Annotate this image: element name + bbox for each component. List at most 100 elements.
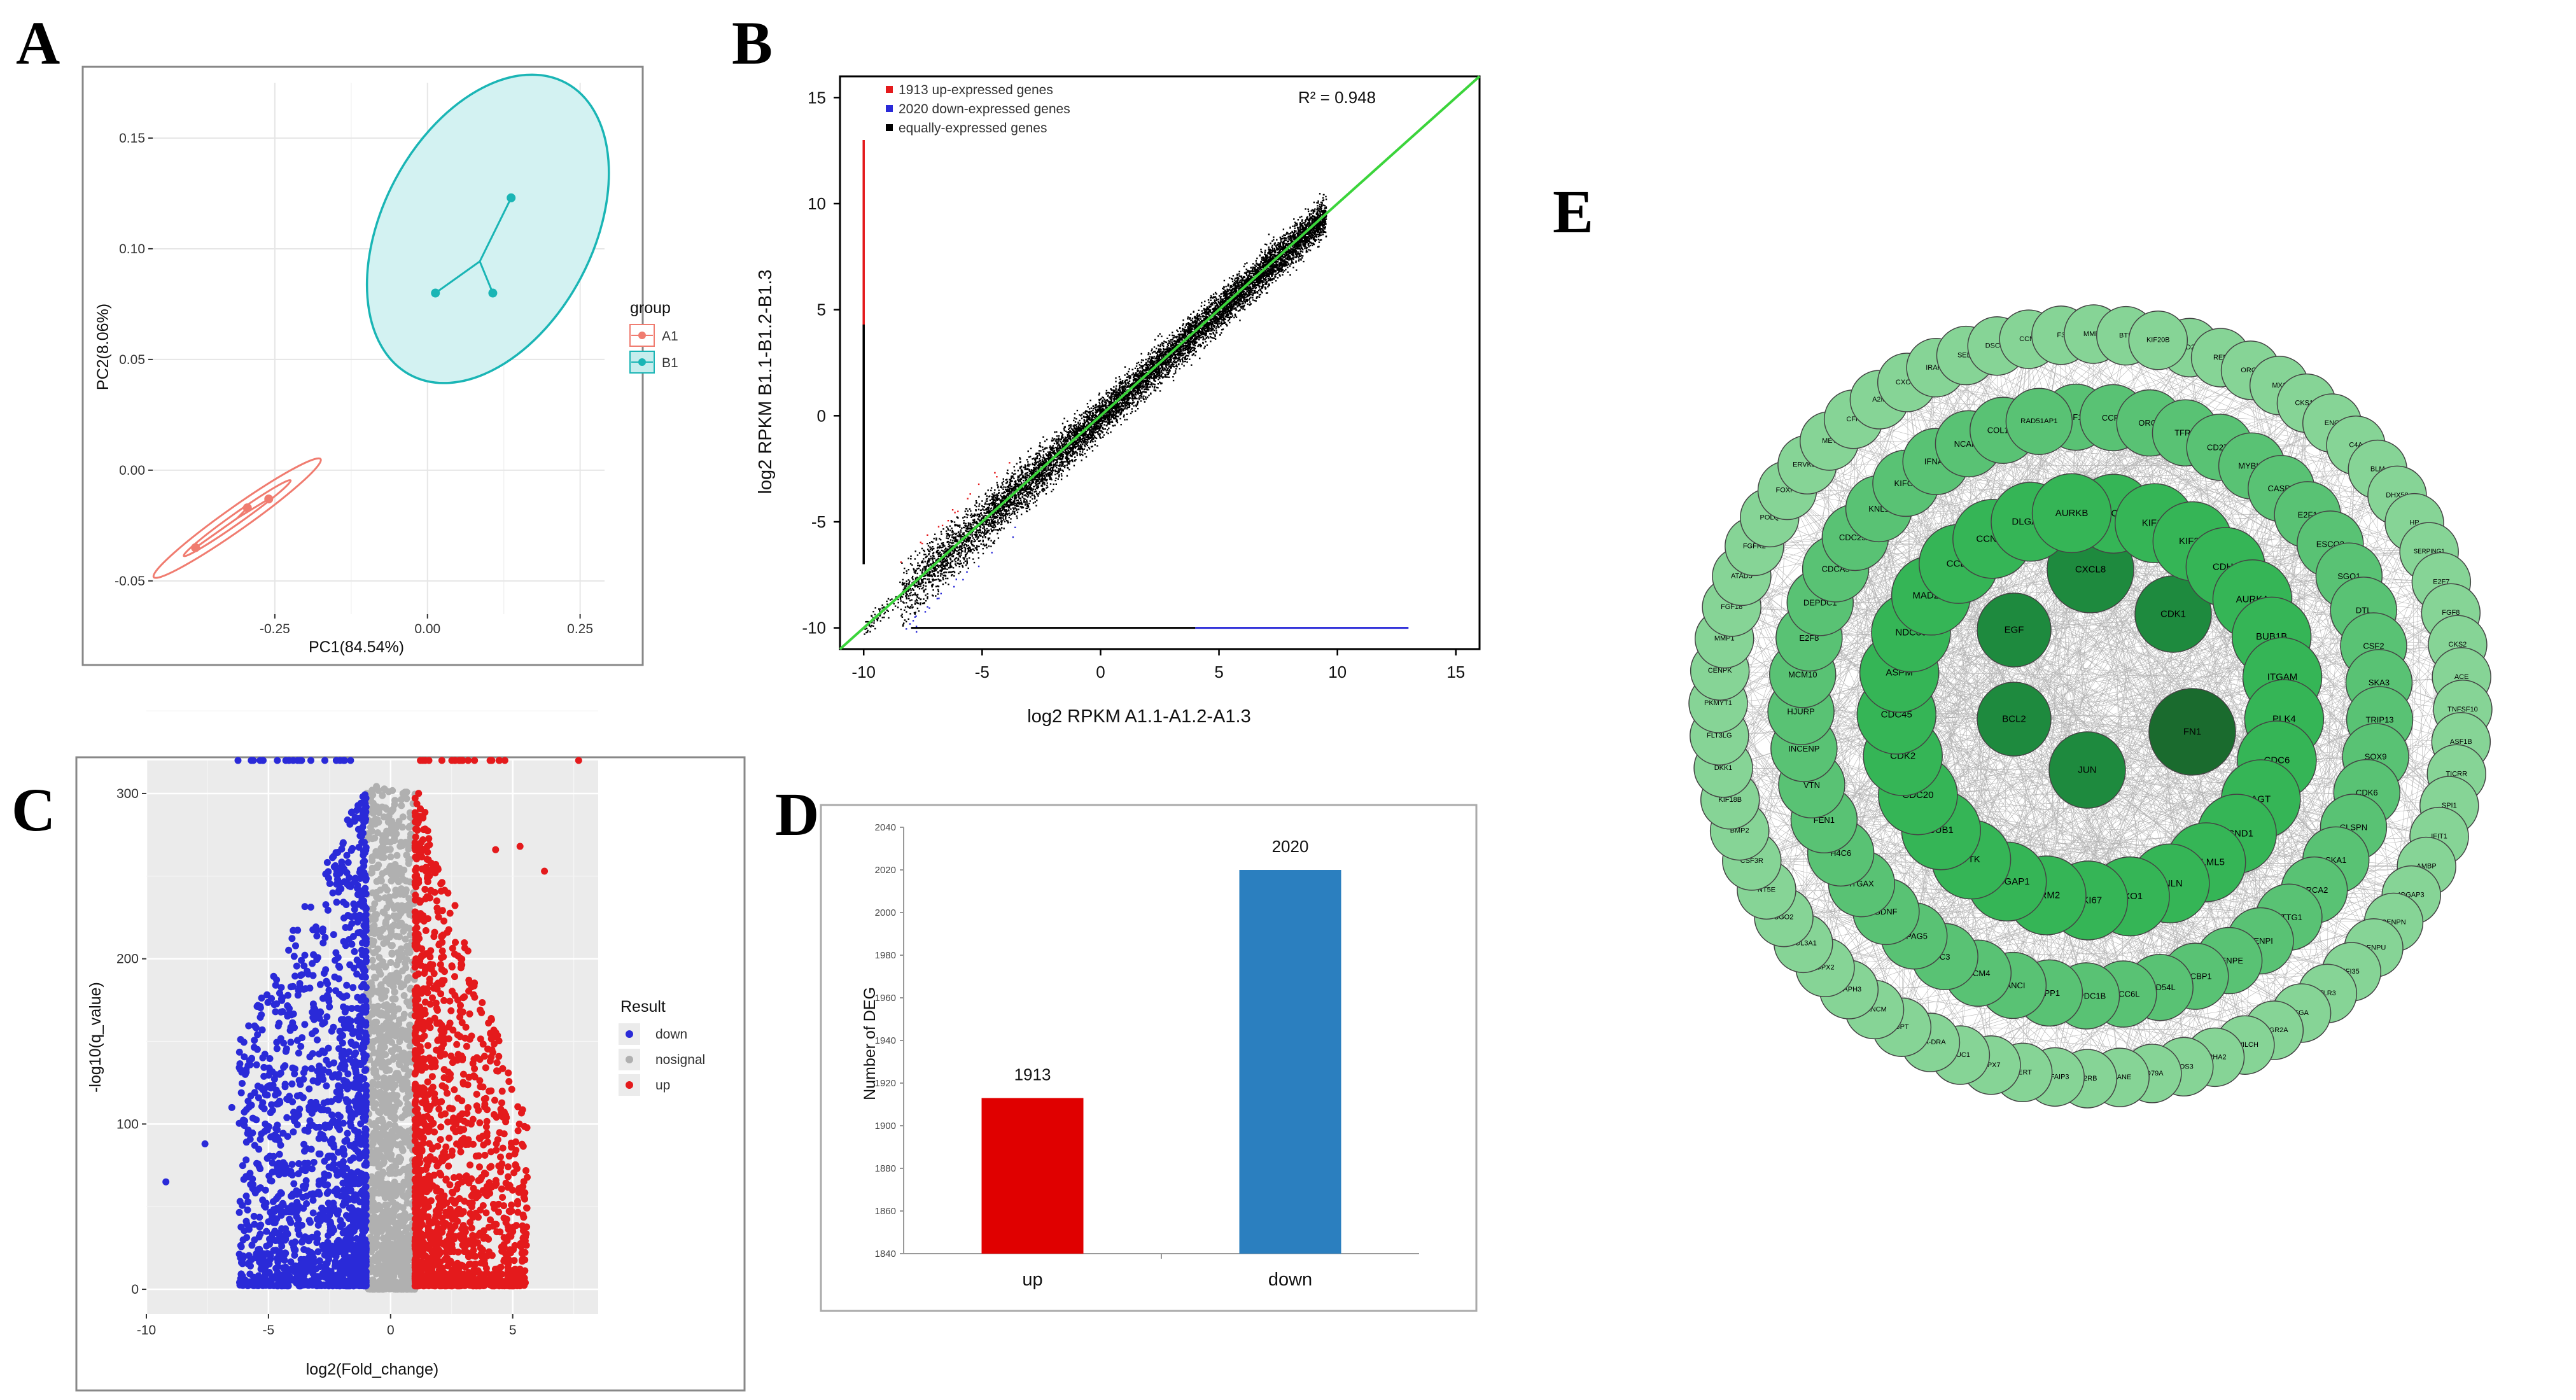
y-tick-label: 1900 xyxy=(875,1121,896,1131)
y-tick-label: 1860 xyxy=(875,1206,896,1217)
node-label: CENPK xyxy=(1708,667,1733,675)
down-points xyxy=(162,757,370,1290)
ellipse-a1-inner xyxy=(183,479,292,557)
node-label: CSF2 xyxy=(2363,641,2384,651)
panel-a-legend: group A1 B1 xyxy=(629,299,678,374)
panel-c-legend: Result down nosignal up xyxy=(619,998,705,1096)
node-AURKB: AURKB xyxy=(2031,473,2112,554)
panel-b-r2: R² = 0.948 xyxy=(1298,88,1376,107)
panel-b-legend: 1913 up-expressed genes 2020 down-expres… xyxy=(886,83,1070,136)
y-tick-label: -5 xyxy=(811,512,826,531)
panel-d-bar: 1840 1860 1880 1900 1920 1940 1960 1980 2000 2020… xyxy=(775,780,1478,1312)
node-label: KIF18B xyxy=(1718,796,1742,804)
node-label: RAD51AP1 xyxy=(2020,417,2058,425)
y-tick-label: 5 xyxy=(817,300,826,319)
node-label: MMP1 xyxy=(1714,635,1735,643)
node-label: F3 xyxy=(2057,332,2065,339)
up-points xyxy=(411,757,582,1290)
spider-line-A1 xyxy=(195,517,238,549)
node-label: FLT3LG xyxy=(1707,732,1732,739)
spider-line-B1 xyxy=(435,260,480,294)
x-tick-label: -5 xyxy=(263,1323,275,1338)
node-label: CKS2 xyxy=(2449,641,2467,648)
sample-point-A1 xyxy=(191,543,200,552)
panel-b-ticks: -10 -5 0 5 10 15 -10 -5 0 5 10 15 xyxy=(802,88,1465,682)
y-tick-label: 0 xyxy=(131,1282,139,1297)
node-label: ASF1B xyxy=(2450,738,2472,746)
legend-up-dot xyxy=(626,1081,633,1089)
node-label: DTL xyxy=(2356,605,2372,615)
node-label: HJURP xyxy=(1787,707,1814,717)
bar-category-down: down xyxy=(1268,1270,1312,1290)
x-tick-label: 0.00 xyxy=(414,622,440,636)
spider-line-B1 xyxy=(479,261,494,294)
y-tick-label: 0 xyxy=(817,406,826,425)
panel-label-e: E xyxy=(1553,178,1593,246)
node-label: FGF8 xyxy=(2442,609,2460,617)
y-tick-label: 1980 xyxy=(875,950,896,961)
node-circle xyxy=(2128,310,2188,370)
y-tick-label: 0.15 xyxy=(119,131,145,146)
bar-down xyxy=(1239,870,1341,1254)
y-tick-label: 10 xyxy=(808,194,826,213)
legend-label-b1: B1 xyxy=(662,356,678,370)
node-label: TNFSF10 xyxy=(2447,706,2478,713)
y-tick-label: 1940 xyxy=(875,1035,896,1046)
spider-line-A1 xyxy=(236,498,270,519)
panel-d-bars: 1913 up 2020 down xyxy=(981,837,1341,1290)
node-label: INCENP xyxy=(1788,744,1819,753)
y-tick-label: 2020 xyxy=(875,865,896,876)
legend-down-swatch xyxy=(886,105,893,112)
panel-label-c: C xyxy=(11,776,55,844)
node-BCL2: BCL2 xyxy=(1977,682,2052,757)
ellipse-b1 xyxy=(365,73,610,384)
y-tick-label: 0.00 xyxy=(119,463,145,478)
spider-line-B1 xyxy=(479,197,512,262)
y-tick-label: 300 xyxy=(116,787,139,801)
y-tick-label: 0.05 xyxy=(119,353,145,367)
bar-up xyxy=(981,1098,1084,1254)
x-tick-label: 0 xyxy=(1096,662,1105,682)
panel-d-ylabel: Number of DEG xyxy=(861,987,879,1100)
legend-c-nosignal: nosignal xyxy=(655,1053,705,1067)
panel-label-a: A xyxy=(16,9,60,77)
equal-genes-points xyxy=(864,193,1327,635)
panel-a-xlabel: PC1(84.54%) xyxy=(309,638,404,656)
x-tick-label: -10 xyxy=(137,1323,156,1338)
node-label: ACE xyxy=(2454,673,2469,681)
sample-point-B1 xyxy=(431,288,440,298)
node-label: E2F8 xyxy=(1799,633,1819,643)
node-circle xyxy=(1977,682,2052,757)
panel-a-pca: -0.25 0.00 0.25 -0.05 0.00 0.05 0.10 0.15 PC1(8… xyxy=(16,9,678,666)
y-tick-label: 1920 xyxy=(875,1078,896,1089)
legend-nosignal-dot xyxy=(626,1056,633,1063)
node-circle xyxy=(2031,473,2112,554)
x-tick-label: 0.25 xyxy=(567,622,593,636)
y-tick-label: 1880 xyxy=(875,1163,896,1174)
node-label: TICRR xyxy=(2446,770,2467,778)
legend-equal-label: equally-expressed genes xyxy=(899,121,1047,136)
panel-d-frame xyxy=(820,804,1478,1312)
node-label: MCM10 xyxy=(1788,669,1817,679)
legend-up-swatch xyxy=(886,86,893,93)
legend-key-b1-dot xyxy=(638,358,646,366)
legend-c-down: down xyxy=(655,1027,687,1042)
x-tick-label: 5 xyxy=(1214,662,1223,682)
legend-up-label: 1913 up-expressed genes xyxy=(899,83,1053,97)
nosignal-points xyxy=(362,783,419,1293)
panel-a-ylabel: PC2(8.06%) xyxy=(94,304,112,390)
up-genes-points xyxy=(900,462,1011,563)
node-circle xyxy=(2005,388,2073,455)
node-label: CXCL8 xyxy=(2075,564,2106,575)
node-label: SOX9 xyxy=(2365,752,2387,761)
bar-value-down: 2020 xyxy=(1272,837,1309,856)
sample-point-B1 xyxy=(507,193,516,202)
node-JUN: JUN xyxy=(2048,731,2126,809)
ellipse-a1-outer xyxy=(152,457,322,579)
node-label: KIF20B xyxy=(2146,337,2170,344)
node-label: C3 xyxy=(1940,952,1950,962)
node-label: CDK1 xyxy=(2160,609,2186,620)
node-label: AURKB xyxy=(2055,508,2089,519)
